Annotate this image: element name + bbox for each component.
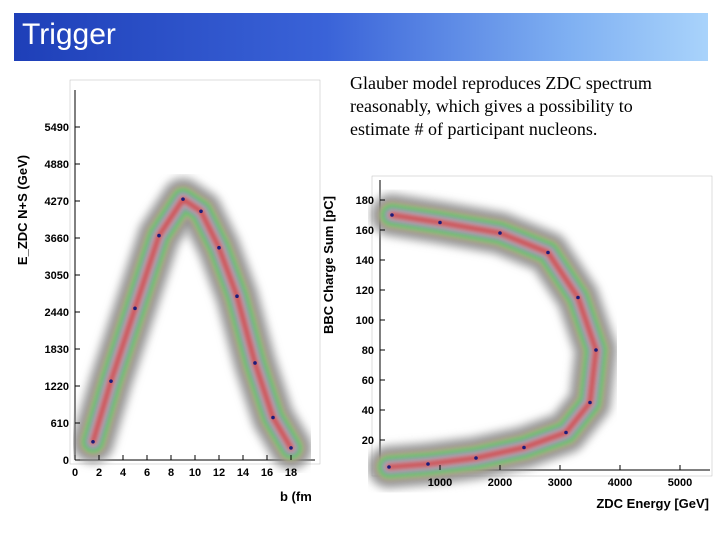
- x-tick-label: 5000: [668, 477, 692, 489]
- ridge-point: [199, 209, 203, 214]
- ridge-point: [271, 415, 275, 420]
- ridge-point: [91, 440, 95, 444]
- x-tick-label: 1000: [428, 477, 452, 489]
- x-tick-label: 8: [168, 467, 174, 479]
- density-band: [386, 212, 599, 470]
- ridge-point: [588, 400, 592, 405]
- y-tick-label: 40: [362, 405, 374, 417]
- x-tick-label: 2000: [488, 477, 512, 489]
- ridge-point: [109, 379, 113, 383]
- ridge-point: [235, 294, 239, 299]
- y-tick-label: 610: [51, 418, 69, 430]
- y-tick-label: 4270: [45, 196, 69, 208]
- y-tick-label: 80: [362, 345, 374, 357]
- y-tick-label: 20: [362, 435, 374, 447]
- right-x-axis-label: ZDC Energy [GeV]: [596, 496, 709, 511]
- x-tick-label: 10: [189, 467, 201, 479]
- x-tick-label: 0: [72, 467, 78, 479]
- slide-caption: Glauber model reproduces ZDC spectrum re…: [350, 73, 652, 139]
- ridge-point: [546, 250, 550, 255]
- ridge-point: [253, 361, 257, 365]
- y-tick-label: 1220: [45, 381, 69, 393]
- x-tick-label: 16: [261, 467, 273, 479]
- y-tick-label: 60: [362, 375, 374, 387]
- x-tick-label: 12: [213, 467, 225, 479]
- right-y-axis-label: BBC Charge Sum [pC]: [321, 196, 336, 334]
- x-tick-label: 18: [285, 467, 297, 479]
- x-tick-label: 3000: [548, 477, 572, 489]
- y-tick-label: 180: [356, 195, 374, 207]
- ridge-point: [438, 220, 442, 225]
- ridge-point: [289, 446, 293, 450]
- y-tick-label: 0: [63, 455, 69, 467]
- ridge-point: [133, 306, 137, 311]
- y-tick-label: 4880: [45, 159, 69, 171]
- ridge-point: [498, 231, 502, 235]
- y-tick-label: 2440: [45, 307, 69, 319]
- y-tick-label: 120: [356, 285, 374, 297]
- right-density-ridge: [366, 192, 619, 490]
- x-tick-label: 2: [96, 467, 102, 479]
- ridge-point: [390, 213, 394, 217]
- y-tick-label: 3660: [45, 233, 69, 245]
- ridge-point: [426, 462, 430, 466]
- left-y-axis-label: E_ZDC N+S (GeV): [15, 155, 30, 265]
- ridge-point: [474, 456, 478, 460]
- left-x-axis-label: b (fm: [280, 489, 312, 504]
- x-tick-label: 6: [144, 467, 150, 479]
- title-bar: Trigger: [14, 13, 708, 61]
- ridge-point: [594, 348, 598, 352]
- y-tick-label: 3050: [45, 270, 69, 282]
- left-density-ridge: [70, 176, 314, 471]
- y-tick-label: 100: [356, 315, 374, 327]
- ridge-point: [522, 445, 526, 450]
- ridge-point: [181, 197, 185, 201]
- y-tick-label: 5490: [45, 122, 69, 134]
- ridge-point: [387, 465, 391, 469]
- y-tick-label: 140: [356, 255, 374, 267]
- ridge-point: [157, 233, 161, 238]
- x-tick-label: 14: [237, 467, 250, 479]
- y-tick-label: 160: [356, 225, 374, 237]
- slide-title: Trigger: [22, 18, 116, 51]
- ridge-point: [576, 295, 580, 300]
- ridge-point: [564, 430, 568, 435]
- x-tick-label: 4000: [608, 477, 632, 489]
- x-tick-label: 4: [120, 467, 127, 479]
- right-plot: 20 40 60 80 100 120 140 160 180 1000 2000 3000 4000…: [321, 175, 713, 511]
- y-tick-label: 1830: [45, 344, 69, 356]
- ridge-point: [217, 245, 221, 250]
